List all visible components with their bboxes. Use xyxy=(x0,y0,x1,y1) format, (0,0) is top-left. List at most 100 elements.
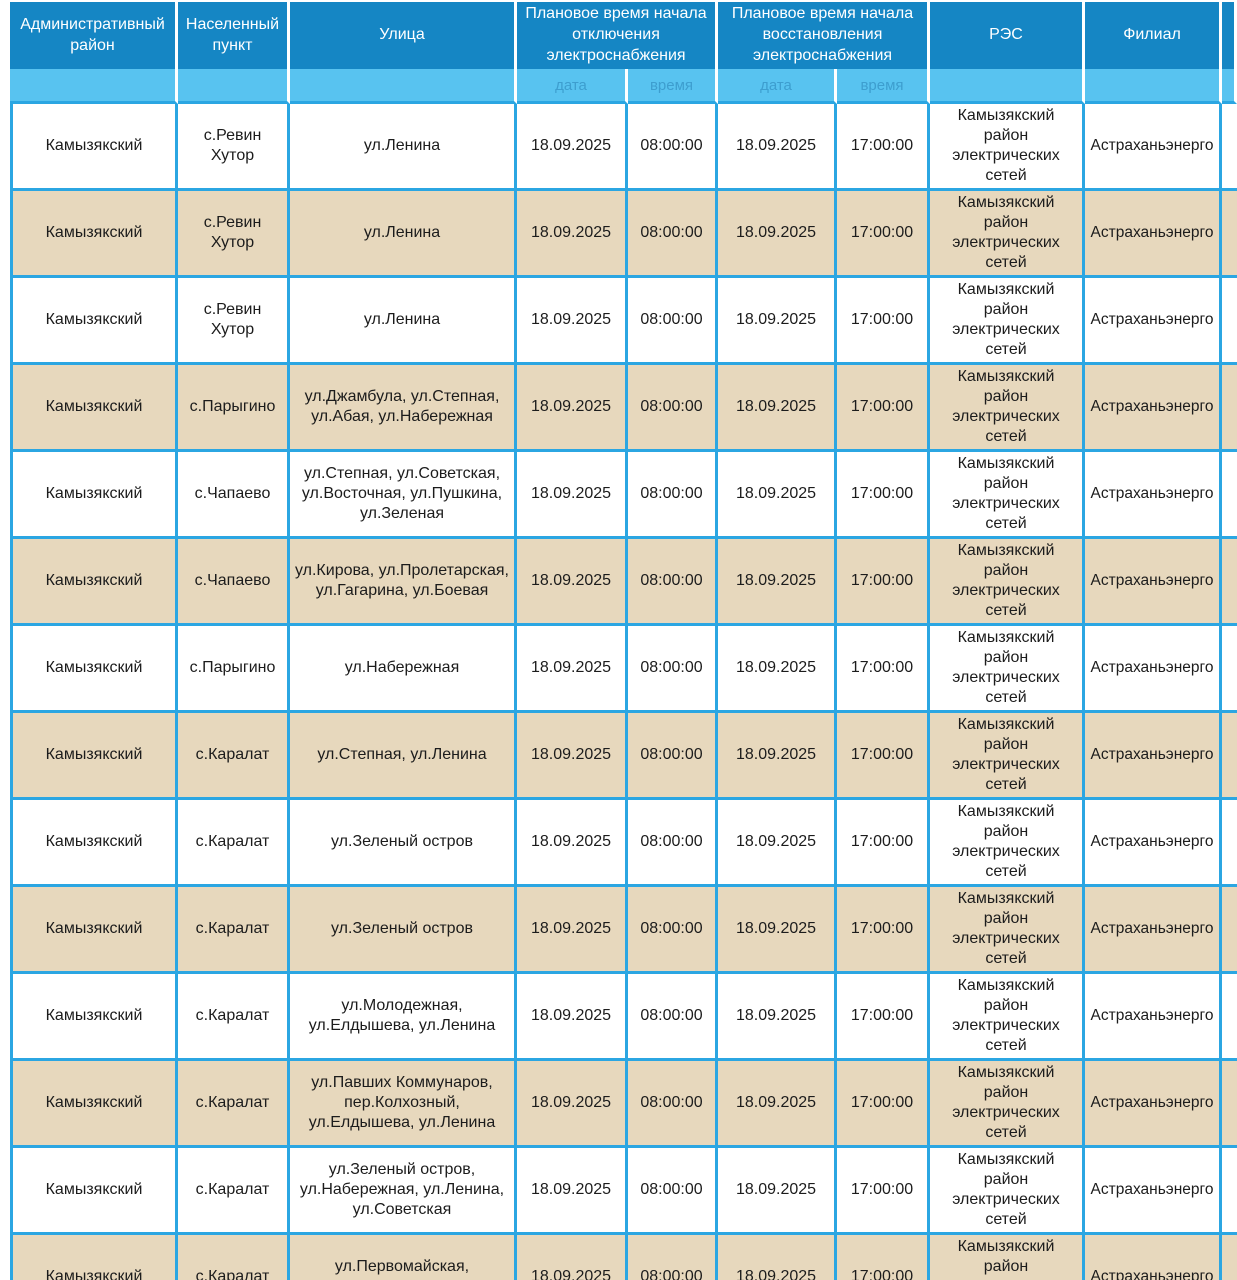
cell-settlement: с.Чапаево xyxy=(178,539,290,626)
subheader-empty-street xyxy=(290,69,517,104)
cell-res: Камызякский район электрических сетей xyxy=(930,713,1085,800)
cell-branch: Астраханьэнерго xyxy=(1085,800,1222,887)
cell-admin-district: Камызякский xyxy=(10,278,178,365)
cell-outage-time: 08:00:00 xyxy=(628,278,718,365)
cell-outage-time: 08:00:00 xyxy=(628,626,718,713)
table-row: Камызякский с.Каралат ул.Павших Коммунар… xyxy=(10,1061,1237,1148)
cell-streets: ул.Ленина xyxy=(290,104,517,191)
cell-branch: Астраханьэнерго xyxy=(1085,191,1222,278)
cell-res: Камызякский район электрических сетей xyxy=(930,539,1085,626)
subheader-restore-date: дата xyxy=(718,69,837,104)
header-row-main: Административный район Населенный пункт … xyxy=(10,2,1237,69)
cell-outage-time: 08:00:00 xyxy=(628,713,718,800)
cell-admin-district: Камызякский xyxy=(10,452,178,539)
cell-settlement: с.Каралат xyxy=(178,887,290,974)
cell-overflow-cut xyxy=(1222,800,1237,887)
cell-outage-time: 08:00:00 xyxy=(628,1235,718,1280)
cell-admin-district: Камызякский xyxy=(10,887,178,974)
cell-restore-time: 17:00:00 xyxy=(837,539,930,626)
cell-restore-time: 17:00:00 xyxy=(837,104,930,191)
table-row: Камызякский с.Каралат ул.Молодежная, ул.… xyxy=(10,974,1237,1061)
cell-overflow-cut xyxy=(1222,452,1237,539)
cell-streets: ул.Зеленый остров xyxy=(290,887,517,974)
cell-res: Камызякский район электрических сетей xyxy=(930,626,1085,713)
cell-streets: ул.Ленина xyxy=(290,278,517,365)
subheader-overflow-cut xyxy=(1222,69,1237,104)
cell-outage-time: 08:00:00 xyxy=(628,539,718,626)
subheader-outage-date: дата xyxy=(517,69,628,104)
cell-outage-date: 18.09.2025 xyxy=(517,365,628,452)
cell-res: Камызякский район электрических сетей xyxy=(930,365,1085,452)
cell-overflow-cut xyxy=(1222,713,1237,800)
cell-settlement: с.Парыгино xyxy=(178,365,290,452)
table-row: Камызякский с.Парыгино ул.Набережная 18.… xyxy=(10,626,1237,713)
cell-branch: Астраханьэнерго xyxy=(1085,1061,1222,1148)
cell-overflow-cut xyxy=(1222,104,1237,191)
cell-restore-date: 18.09.2025 xyxy=(718,278,837,365)
cell-settlement: с.Каралат xyxy=(178,1061,290,1148)
header-restore-start: Плановое время начала восстановления эле… xyxy=(718,2,930,69)
cell-res: Камызякский район электрических сетей xyxy=(930,974,1085,1061)
table-row: Камызякский с.Чапаево ул.Кирова, ул.Прол… xyxy=(10,539,1237,626)
cell-outage-date: 18.09.2025 xyxy=(517,713,628,800)
table-header: Административный район Населенный пункт … xyxy=(10,2,1237,104)
cell-outage-time: 08:00:00 xyxy=(628,1148,718,1235)
subheader-empty-res xyxy=(930,69,1085,104)
header-settlement: Населенный пункт xyxy=(178,2,290,69)
cell-restore-time: 17:00:00 xyxy=(837,887,930,974)
cell-res: Камызякский район электрических сетей xyxy=(930,1148,1085,1235)
cell-overflow-cut xyxy=(1222,887,1237,974)
table-row: Камызякский с.Ревин Хутор ул.Ленина 18.0… xyxy=(10,104,1237,191)
cell-restore-time: 17:00:00 xyxy=(837,1235,930,1280)
cell-settlement: с.Парыгино xyxy=(178,626,290,713)
cell-restore-date: 18.09.2025 xyxy=(718,1235,837,1280)
cell-admin-district: Камызякский xyxy=(10,974,178,1061)
cell-admin-district: Камызякский xyxy=(10,713,178,800)
cell-outage-time: 08:00:00 xyxy=(628,974,718,1061)
cell-restore-time: 17:00:00 xyxy=(837,278,930,365)
cell-streets: ул.Набережная xyxy=(290,626,517,713)
cell-restore-date: 18.09.2025 xyxy=(718,365,837,452)
cell-restore-time: 17:00:00 xyxy=(837,191,930,278)
header-overflow-cut xyxy=(1222,2,1237,69)
cell-outage-date: 18.09.2025 xyxy=(517,974,628,1061)
cell-admin-district: Камызякский xyxy=(10,539,178,626)
cell-streets: ул.Степная, ул.Советская, ул.Восточная, … xyxy=(290,452,517,539)
cell-overflow-cut xyxy=(1222,974,1237,1061)
cell-streets: ул.Кирова, ул.Пролетарская, ул.Гагарина,… xyxy=(290,539,517,626)
cell-admin-district: Камызякский xyxy=(10,365,178,452)
cell-settlement: с.Каралат xyxy=(178,974,290,1061)
cell-restore-time: 17:00:00 xyxy=(837,452,930,539)
cell-outage-time: 08:00:00 xyxy=(628,1061,718,1148)
cell-admin-district: Камызякский xyxy=(10,1148,178,1235)
cell-branch: Астраханьэнерго xyxy=(1085,452,1222,539)
cell-outage-date: 18.09.2025 xyxy=(517,1148,628,1235)
cell-settlement: с.Каралат xyxy=(178,800,290,887)
cell-restore-time: 17:00:00 xyxy=(837,800,930,887)
cell-settlement: с.Ревин Хутор xyxy=(178,278,290,365)
table-row: Камызякский с.Парыгино ул.Джамбула, ул.С… xyxy=(10,365,1237,452)
table-row: Камызякский с.Чапаево ул.Степная, ул.Сов… xyxy=(10,452,1237,539)
cell-streets: ул.Молодежная, ул.Елдышева, ул.Ленина xyxy=(290,974,517,1061)
cell-restore-date: 18.09.2025 xyxy=(718,713,837,800)
cell-settlement: с.Каралат xyxy=(178,1235,290,1280)
cell-admin-district: Камызякский xyxy=(10,800,178,887)
cell-restore-date: 18.09.2025 xyxy=(718,1148,837,1235)
cell-streets: ул.Павших Коммунаров, пер.Колхозный, ул.… xyxy=(290,1061,517,1148)
table-row: Камызякский с.Ревин Хутор ул.Ленина 18.0… xyxy=(10,191,1237,278)
cell-outage-date: 18.09.2025 xyxy=(517,1061,628,1148)
cell-settlement: с.Ревин Хутор xyxy=(178,191,290,278)
cell-restore-date: 18.09.2025 xyxy=(718,452,837,539)
cell-settlement: с.Чапаево xyxy=(178,452,290,539)
cell-outage-date: 18.09.2025 xyxy=(517,191,628,278)
cell-streets: ул.Зеленый остров xyxy=(290,800,517,887)
header-row-sub: дата время дата время xyxy=(10,69,1237,104)
cell-outage-time: 08:00:00 xyxy=(628,191,718,278)
table-row: Камызякский с.Ревин Хутор ул.Ленина 18.0… xyxy=(10,278,1237,365)
cell-restore-time: 17:00:00 xyxy=(837,713,930,800)
table-row: Камызякский с.Каралат ул.Первомайская, у… xyxy=(10,1235,1237,1280)
cell-outage-date: 18.09.2025 xyxy=(517,1235,628,1280)
cell-branch: Астраханьэнерго xyxy=(1085,626,1222,713)
cell-streets: ул.Джамбула, ул.Степная, ул.Абая, ул.Наб… xyxy=(290,365,517,452)
cell-outage-date: 18.09.2025 xyxy=(517,278,628,365)
